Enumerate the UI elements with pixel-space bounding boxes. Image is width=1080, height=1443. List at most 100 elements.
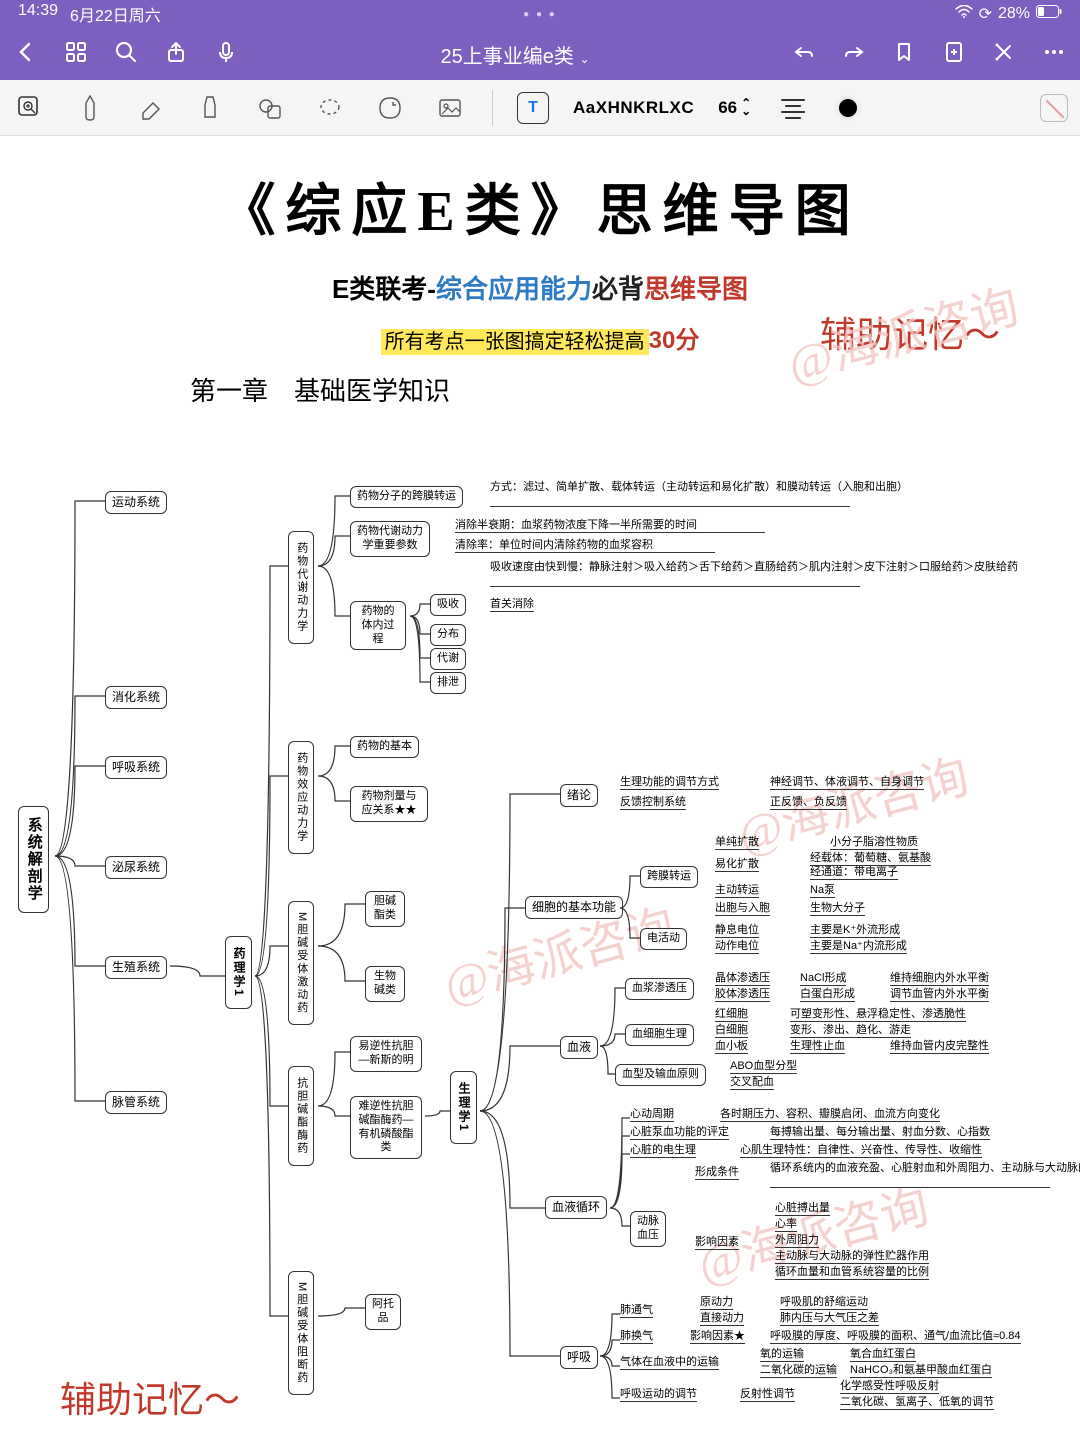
mm-leaf: 晶体渗透压 xyxy=(715,972,770,986)
mm-node: 动脉血压 xyxy=(630,1211,666,1247)
mm-leaf: 外周阻力 xyxy=(775,1234,819,1248)
mm-node: 细胞的基本功能 xyxy=(525,896,623,919)
mm-node: 消化系统 xyxy=(105,686,167,709)
back-button[interactable] xyxy=(14,40,38,69)
mm-leaf: 各时期压力、容积、瓣膜启闭、血流方向变化 xyxy=(720,1108,940,1122)
mm-node: 难逆性抗胆碱酯酶药—有机磷酸酯类 xyxy=(350,1096,422,1159)
mm-node: 易逆性抗胆—新斯的明 xyxy=(350,1036,422,1072)
mm-node: 吸收 xyxy=(430,594,466,616)
mm-leaf: 神经调节、体液调节、自身调节 xyxy=(770,776,924,790)
add-page-icon[interactable] xyxy=(942,40,966,69)
mm-leaf: 反射性调节 xyxy=(740,1388,795,1402)
mm-node: 药物剂量与应关系★★ xyxy=(350,786,428,822)
lasso-tool[interactable] xyxy=(312,90,348,126)
mm-leaf: 主动转运 xyxy=(715,884,759,898)
align-tool[interactable] xyxy=(775,90,811,126)
text-tool[interactable]: T xyxy=(517,92,549,124)
mm-node: 药理学1 xyxy=(225,936,252,1009)
mm-leaf: 胶体渗透压 xyxy=(715,988,770,1002)
mm-leaf: 白细胞 xyxy=(715,1024,748,1038)
mm-leaf: 方式：滤过、简单扩散、载体转运（主动转运和易化扩散）和膜动转运（入胞和出胞） xyxy=(490,481,850,507)
mm-node: 血型及输血原则 xyxy=(615,1064,706,1086)
mm-leaf: 吸收速度由快到慢：静脉注射＞吸入给药＞舌下给药＞直肠给药＞肌内注射＞皮下注射＞口… xyxy=(490,561,860,587)
mm-node: 血细胞生理 xyxy=(625,1024,694,1046)
wifi-icon xyxy=(955,5,973,24)
mm-leaf: 调节血管内外水平衡 xyxy=(890,988,989,1002)
color-picker[interactable] xyxy=(835,95,861,121)
mm-node: 呼吸 xyxy=(560,1346,598,1369)
mm-leaf: 反馈控制系统 xyxy=(620,796,686,810)
doc-main-title: 《综应E类》思维导图 xyxy=(0,166,1080,247)
mm-leaf: 呼吸运动的调节 xyxy=(620,1388,697,1402)
toggle-tool[interactable] xyxy=(1040,94,1068,122)
mm-node: 阿托品 xyxy=(365,1294,401,1330)
mm-node: 脉管系统 xyxy=(105,1091,167,1114)
font-size-select[interactable]: 66⌃⌄ xyxy=(718,98,751,118)
mm-leaf: 经载体：葡萄糖、氨基酸 xyxy=(810,852,931,866)
document-canvas[interactable]: 《综应E类》思维导图 E类联考-综合应用能力必背思维导图 所有考点一张图搞定轻松… xyxy=(0,136,1080,1443)
mm-leaf: 心脏的电生理 xyxy=(630,1144,696,1158)
mm-node: 泌尿系统 xyxy=(105,856,167,879)
sync-icon: ⟳ xyxy=(979,4,992,24)
mm-leaf: 交叉配血 xyxy=(730,1076,774,1090)
mm-leaf: 易化扩散 xyxy=(715,858,759,872)
bookmark-icon[interactable] xyxy=(892,40,916,69)
scissors-icon[interactable] xyxy=(992,40,1016,69)
mm-leaf: 二氧化碳、氢离子、低氧的调节 xyxy=(840,1396,994,1410)
mm-leaf: 静息电位 xyxy=(715,924,759,938)
mm-leaf: 首关消除 xyxy=(490,598,534,612)
hand-note-2: 辅助记忆～ xyxy=(60,1371,240,1423)
mm-leaf: 红细胞 xyxy=(715,1008,748,1022)
shapes-tool[interactable] xyxy=(252,90,288,126)
image-tool[interactable] xyxy=(432,90,468,126)
highlighter-tool[interactable] xyxy=(192,90,228,126)
undo-button[interactable] xyxy=(792,40,816,69)
mm-leaf: 肺换气 xyxy=(620,1330,653,1344)
mm-node: 抗胆碱酯酶药 xyxy=(288,1066,314,1166)
font-select[interactable]: AaXHNKRLXC xyxy=(573,98,694,118)
separator xyxy=(492,90,493,126)
mm-node: 药物的体内过程 xyxy=(350,601,406,650)
mm-leaf: 每搏输出量、每分输出量、射血分数、心指数 xyxy=(770,1126,990,1140)
mm-leaf: 主动脉与大动脉的弹性贮器作用 xyxy=(775,1250,929,1264)
mm-leaf: ABO血型分型 xyxy=(730,1060,797,1074)
mm-leaf: 生理性止血 xyxy=(790,1040,845,1054)
mm-leaf: 原动力 xyxy=(700,1296,733,1310)
redo-button[interactable] xyxy=(842,40,866,69)
sticker-tool[interactable] xyxy=(372,90,408,126)
search-icon[interactable] xyxy=(114,40,138,69)
mm-leaf: NaHCO₃和氨基甲酸血红蛋白 xyxy=(850,1364,992,1378)
mm-leaf: Na泵 xyxy=(810,884,835,898)
mm-leaf: NaCl形成 xyxy=(800,972,846,986)
more-icon[interactable] xyxy=(1042,40,1066,69)
mm-leaf: 可塑变形性、悬浮稳定性、渗透脆性 xyxy=(790,1008,966,1022)
mm-node: 排泄 xyxy=(430,672,466,694)
eraser-tool[interactable] xyxy=(132,90,168,126)
mm-leaf: 主要是Na⁺内流形成 xyxy=(810,940,907,954)
share-icon[interactable] xyxy=(164,40,188,69)
pen-tool[interactable] xyxy=(72,90,108,126)
mm-leaf: 氧的运输 xyxy=(760,1348,804,1362)
mm-leaf: 生物大分子 xyxy=(810,902,865,916)
mm-node: 生物碱类 xyxy=(365,966,405,1002)
mm-leaf: 变形、渗出、趋化、游走 xyxy=(790,1024,911,1038)
zoom-tool[interactable] xyxy=(12,90,48,126)
mm-leaf: 单纯扩散 xyxy=(715,836,759,850)
mm-leaf: 心肌生理特性：自律性、兴奋性、传导性、收缩性 xyxy=(740,1144,982,1158)
nav-bar: 25上事业编e类 ⌄ xyxy=(0,28,1080,80)
mm-leaf: 维持细胞内外水平衡 xyxy=(890,972,989,986)
mm-node: 绪论 xyxy=(560,784,598,807)
grid-icon[interactable] xyxy=(64,40,88,69)
mm-node: 胆碱酯类 xyxy=(365,891,405,927)
mm-leaf: 气体在血液中的运输 xyxy=(620,1356,719,1370)
mm-leaf: 呼吸膜的厚度、呼吸膜的面积、通气/血流比值≈0.84 xyxy=(770,1330,1021,1344)
chapter-heading: 第一章 基础医学知识 xyxy=(190,371,1080,408)
battery-icon xyxy=(1036,5,1062,23)
mm-node: 血浆渗透压 xyxy=(625,978,694,1000)
mm-node: 药物分子的跨膜转运 xyxy=(350,486,463,508)
mm-node: 药物效应动力学 xyxy=(288,741,314,854)
doc-title[interactable]: 25上事业编e类 ⌄ xyxy=(264,40,766,69)
mm-node: M胆碱受体阻断药 xyxy=(288,1271,314,1395)
mic-icon[interactable] xyxy=(214,40,238,69)
mm-leaf: 正反馈、负反馈 xyxy=(770,796,847,810)
